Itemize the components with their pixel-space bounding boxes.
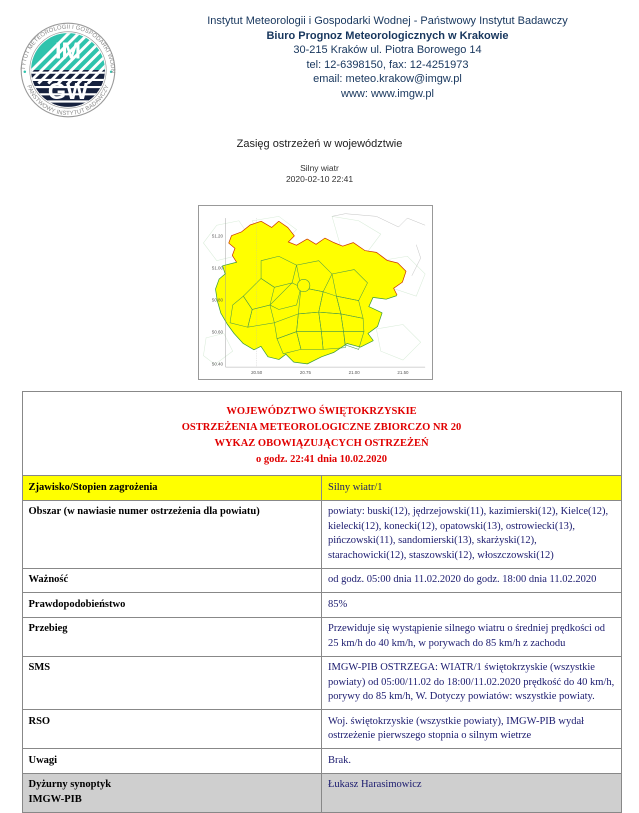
svg-text:21.50: 21.50 (397, 370, 409, 375)
svg-text:51.20: 51.20 (212, 234, 224, 239)
svg-text:50.40: 50.40 (212, 361, 224, 366)
svg-text:20.75: 20.75 (300, 370, 312, 375)
svg-text:50.80: 50.80 (212, 297, 224, 302)
svg-text:21.00: 21.00 (349, 370, 361, 375)
svg-text:51.00: 51.00 (212, 266, 224, 271)
svg-text:50.60: 50.60 (212, 329, 224, 334)
svg-text:20.50: 20.50 (251, 370, 263, 375)
svg-text:GW: GW (48, 78, 89, 104)
svg-text:IM: IM (55, 37, 81, 63)
